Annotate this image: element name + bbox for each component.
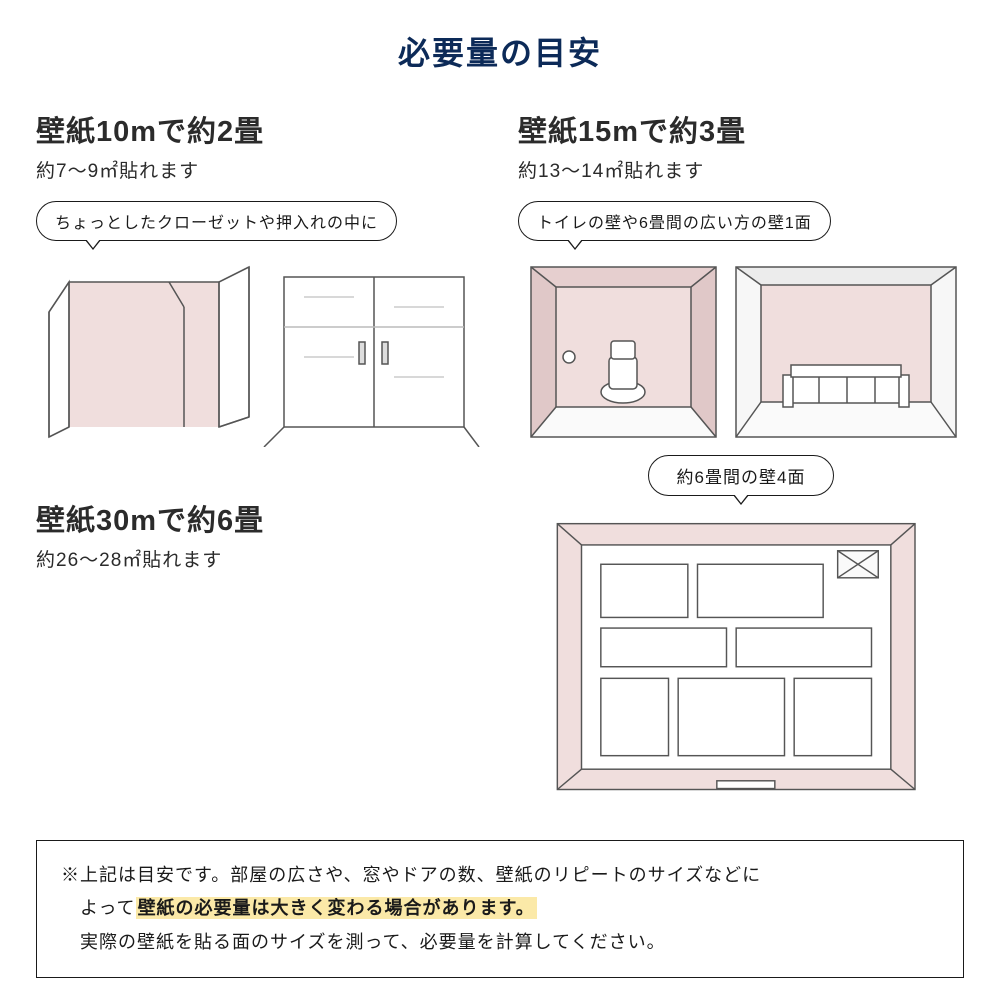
disclaimer-line1: ※上記は目安です。部屋の広さや、窓やドアの数、壁紙のリピートのサイズなどに [61,859,939,892]
section-10m: 壁紙10mで約2畳 約7〜9㎡貼れます ちょっとしたクローゼットや押入れの中に [36,108,482,804]
disclaimer-box: ※上記は目安です。部屋の広さや、窓やドアの数、壁紙のリピートのサイズなどに よっ… [36,840,964,978]
disclaimer-line3: 実際の壁紙を貼る面のサイズを測って、必要量を計算してください。 [61,926,939,959]
floorplan-svg [518,514,964,804]
disclaimer-line2-prefix: よって [80,898,136,918]
disclaimer-line2: よって壁紙の必要量は大きく変わる場合があります。 [61,892,939,925]
section-15m-sub: 約13〜14㎡貼れます [518,156,964,183]
section-30m-heading: 壁紙30mで約6畳 [36,497,482,539]
section-10m-illustration [36,257,482,447]
section-15m-bubble: トイレの壁や6畳間の広い方の壁1面 [518,201,831,241]
section-15m-illustration [518,257,964,447]
section-30m-bubble: 約6畳間の壁4面 [648,455,835,496]
section-15m-heading: 壁紙15mで約3畳 [518,108,964,150]
section-10m-bubble: ちょっとしたクローゼットや押入れの中に [36,201,397,241]
content-grid: 壁紙10mで約2畳 約7〜9㎡貼れます ちょっとしたクローゼットや押入れの中に [36,108,964,804]
section-30m-sub: 約26〜28㎡貼れます [36,545,482,572]
section-15m-and-floorplan: 壁紙15mで約3畳 約13〜14㎡貼れます トイレの壁や6畳間の広い方の壁1面 [518,108,964,804]
disclaimer-line3-text: 実際の壁紙を貼る面のサイズを測って、必要量を計算してください。 [80,932,666,952]
disclaimer-highlight: 壁紙の必要量は大きく変わる場合があります。 [136,897,537,919]
section-10m-sub: 約7〜9㎡貼れます [36,156,482,183]
closet-illustration-svg [36,257,482,447]
section-30m-floorplan [518,514,964,804]
section-10m-heading: 壁紙10mで約2畳 [36,108,482,150]
section-30m: 壁紙30mで約6畳 約26〜28㎡貼れます [36,497,482,572]
page-title: 必要量の目安 [36,28,964,74]
toilet-room-illustration-svg [518,257,964,447]
